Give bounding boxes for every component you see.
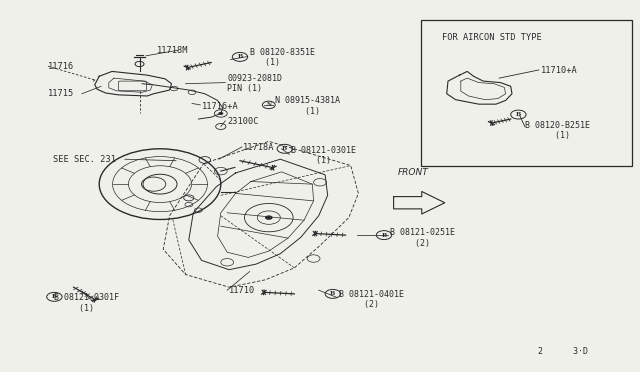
Circle shape (265, 215, 273, 220)
Text: B 08120-B251E
      (1): B 08120-B251E (1) (525, 121, 590, 140)
Text: B: B (381, 232, 387, 238)
Text: FOR AIRCON STD TYPE: FOR AIRCON STD TYPE (442, 33, 541, 42)
Bar (421, 20, 632, 166)
Text: 00923-2081D
PIN (1): 00923-2081D PIN (1) (227, 74, 282, 93)
Text: B 08121-0401E
     (2): B 08121-0401E (2) (339, 290, 404, 309)
Text: SEE SEC. 231: SEE SEC. 231 (53, 155, 116, 164)
Circle shape (218, 112, 223, 115)
Text: N: N (266, 102, 271, 108)
Text: N 08915-4381A
      (1): N 08915-4381A (1) (275, 96, 340, 116)
Text: 11715: 11715 (48, 89, 74, 98)
Text: 23100C: 23100C (227, 117, 259, 126)
Text: FRONT: FRONT (398, 169, 429, 177)
Text: 11716+A: 11716+A (202, 102, 238, 110)
Text: B: B (237, 54, 243, 60)
Text: 11718M: 11718M (157, 46, 188, 55)
Text: B: B (52, 294, 57, 299)
Text: B: B (330, 291, 335, 296)
Text: B 08121-0301F
     (1): B 08121-0301F (1) (54, 294, 120, 313)
Text: 11710: 11710 (229, 286, 255, 295)
Text: 2      3·D: 2 3·D (538, 347, 588, 356)
Text: B 08121-0301E
     (1): B 08121-0301E (1) (291, 146, 356, 165)
Text: B 08120-8351E
   (1): B 08120-8351E (1) (250, 48, 315, 67)
Text: 11718A: 11718A (243, 143, 275, 152)
Text: B: B (282, 146, 287, 151)
Text: 11710+A: 11710+A (541, 66, 577, 75)
Text: 11716: 11716 (48, 62, 74, 71)
Text: B 08121-0251E
     (2): B 08121-0251E (2) (390, 228, 456, 248)
Text: B: B (516, 112, 521, 117)
